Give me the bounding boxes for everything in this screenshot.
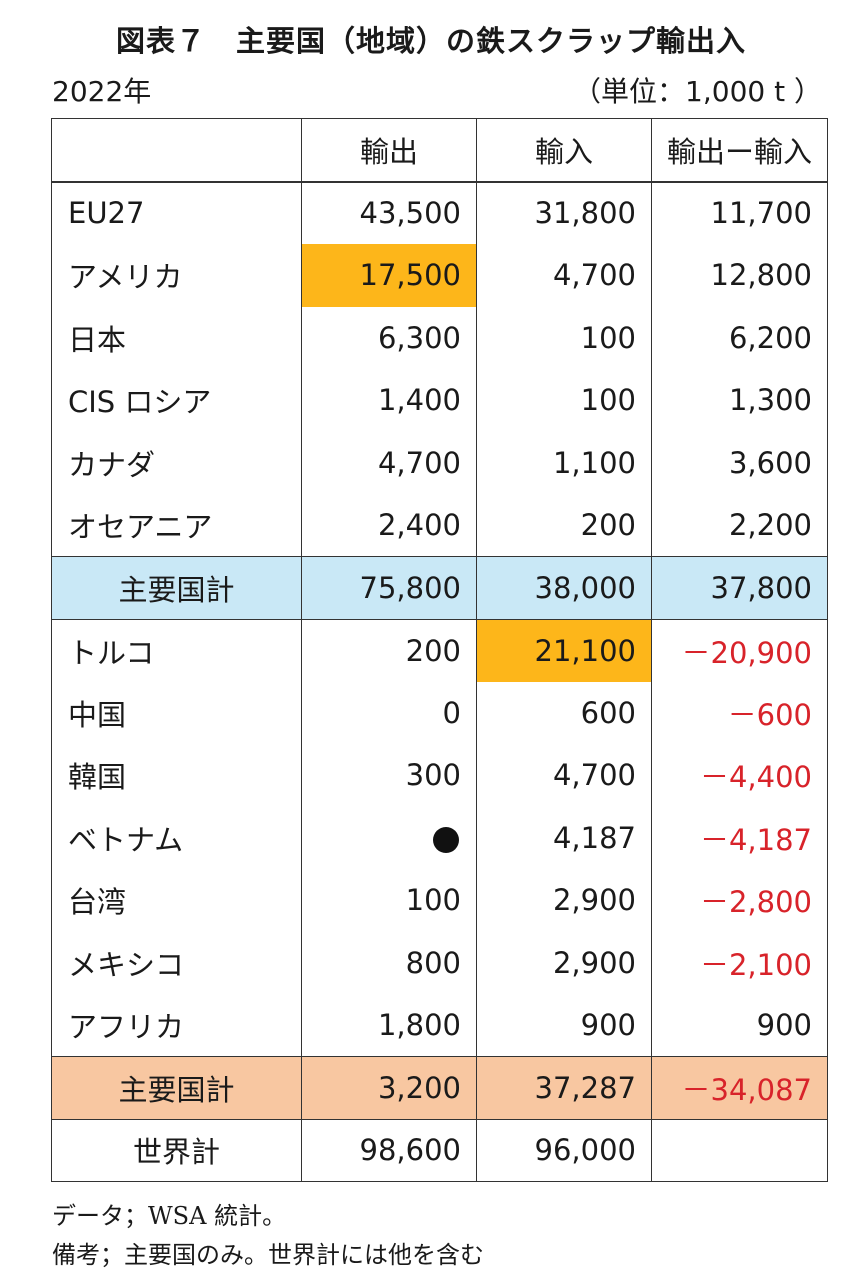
import-value: 600: [476, 681, 652, 744]
country-name: EU27: [51, 180, 302, 244]
header-diff: 輸出ー輸入: [651, 118, 828, 183]
import-value: 1,100: [476, 431, 652, 494]
diff-value: －4,187: [651, 806, 828, 869]
country-name: トルコ: [51, 619, 302, 682]
subtotal-row: 主要国計 3,200 37,287 －34,087: [51, 1056, 828, 1120]
country-name: カナダ: [51, 431, 302, 494]
diff-value: 3,600: [651, 431, 828, 494]
import-value: 4,700: [476, 244, 652, 307]
table-row: EU27 43,500 31,800 11,700: [51, 180, 828, 244]
table-row: メキシコ 800 2,900 －2,100: [51, 931, 828, 994]
country-name: 台湾: [51, 869, 302, 932]
table-row: ベトナム 4,187 －4,187: [51, 806, 828, 869]
year-label: 2022年: [52, 75, 152, 108]
remark-note: 備考；主要国のみ。世界計には他を含む: [52, 1241, 484, 1269]
country-name: 中国: [51, 681, 302, 744]
world-total-row: 世界計 98,600 96,000: [51, 1118, 828, 1182]
diff-value: 1,300: [651, 369, 828, 432]
table-row: CIS ロシア 1,400 100 1,300: [51, 369, 828, 432]
import-value: 200: [476, 494, 652, 557]
diff-value: －2,800: [651, 869, 828, 932]
subtotal-label: 主要国計: [51, 1056, 302, 1120]
import-value: 4,700: [476, 744, 652, 807]
import-value: 900: [476, 994, 652, 1057]
table-row: トルコ 200 21,100 －20,900: [51, 619, 828, 682]
diff-value: 37,800: [651, 556, 828, 620]
table-row: アメリカ 17,500 4,700 12,800: [51, 244, 828, 307]
diff-value: 11,700: [651, 180, 828, 244]
header-export: 輸出: [301, 118, 477, 183]
data-source-note: データ；WSA 統計。: [52, 1202, 287, 1230]
country-name: アフリカ: [51, 994, 302, 1057]
unit-label: （単位：1,000 t ）: [573, 75, 822, 108]
export-value: 4,700: [301, 431, 477, 494]
country-name: CIS ロシア: [51, 369, 302, 432]
table-row: オセアニア 2,400 200 2,200: [51, 494, 828, 557]
table-row: 中国 0 600 －600: [51, 681, 828, 744]
export-value: 75,800: [301, 556, 477, 620]
country-name: 日本: [51, 306, 302, 369]
diff-value: 900: [651, 994, 828, 1057]
export-value: [301, 806, 477, 869]
export-value: 43,500: [301, 180, 477, 244]
import-value-highlighted: 21,100: [476, 619, 652, 682]
export-value: 800: [301, 931, 477, 994]
country-name: アメリカ: [51, 244, 302, 307]
export-value: 0: [301, 681, 477, 744]
table-row: アフリカ 1,800 900 900: [51, 994, 828, 1057]
export-value: 6,300: [301, 306, 477, 369]
export-value: 1,800: [301, 994, 477, 1057]
import-value: 4,187: [476, 806, 652, 869]
import-value: 100: [476, 306, 652, 369]
header-row: 輸出 輸入 輸出ー輸入: [51, 118, 828, 183]
diff-value: －600: [651, 681, 828, 744]
export-value: 2,400: [301, 494, 477, 557]
subtotal-row: 主要国計 75,800 38,000 37,800: [51, 556, 828, 620]
black-circle-icon: [433, 826, 459, 853]
diff-value: 6,200: [651, 306, 828, 369]
export-value-highlighted: 17,500: [301, 244, 477, 307]
header-import: 輸入: [476, 118, 652, 183]
page-title: 図表７ 主要国（地域）の鉄スクラップ輸出入: [115, 24, 746, 58]
diff-value: －4,400: [651, 744, 828, 807]
import-value: 2,900: [476, 869, 652, 932]
export-value: 3,200: [301, 1056, 477, 1120]
export-value: 200: [301, 619, 477, 682]
scrap-trade-table: 輸出 輸入 輸出ー輸入 EU27 43,500 31,800 11,700 アメ…: [51, 118, 828, 1182]
table-row: 韓国 300 4,700 －4,400: [51, 744, 828, 807]
import-value: 100: [476, 369, 652, 432]
import-value: 37,287: [476, 1056, 652, 1120]
table-row: カナダ 4,700 1,100 3,600: [51, 431, 828, 494]
world-total-label: 世界計: [51, 1118, 302, 1182]
diff-value: －34,087: [651, 1056, 828, 1120]
import-value: 31,800: [476, 180, 652, 244]
export-value: 100: [301, 869, 477, 932]
export-value: 300: [301, 744, 477, 807]
country-name: メキシコ: [51, 931, 302, 994]
diff-value: [651, 1118, 828, 1182]
subtotal-label: 主要国計: [51, 556, 302, 620]
table-row: 台湾 100 2,900 －2,800: [51, 869, 828, 932]
diff-value: －2,100: [651, 931, 828, 994]
diff-value: 2,200: [651, 494, 828, 557]
import-value: 2,900: [476, 931, 652, 994]
country-name: ベトナム: [51, 806, 302, 869]
export-value: 98,600: [301, 1118, 477, 1182]
country-name: 韓国: [51, 744, 302, 807]
table-row: 日本 6,300 100 6,200: [51, 306, 828, 369]
diff-value: 12,800: [651, 244, 828, 307]
export-value: 1,400: [301, 369, 477, 432]
header-country: [51, 118, 302, 183]
diff-value: －20,900: [651, 619, 828, 682]
import-value: 96,000: [476, 1118, 652, 1182]
country-name: オセアニア: [51, 494, 302, 557]
import-value: 38,000: [476, 556, 652, 620]
